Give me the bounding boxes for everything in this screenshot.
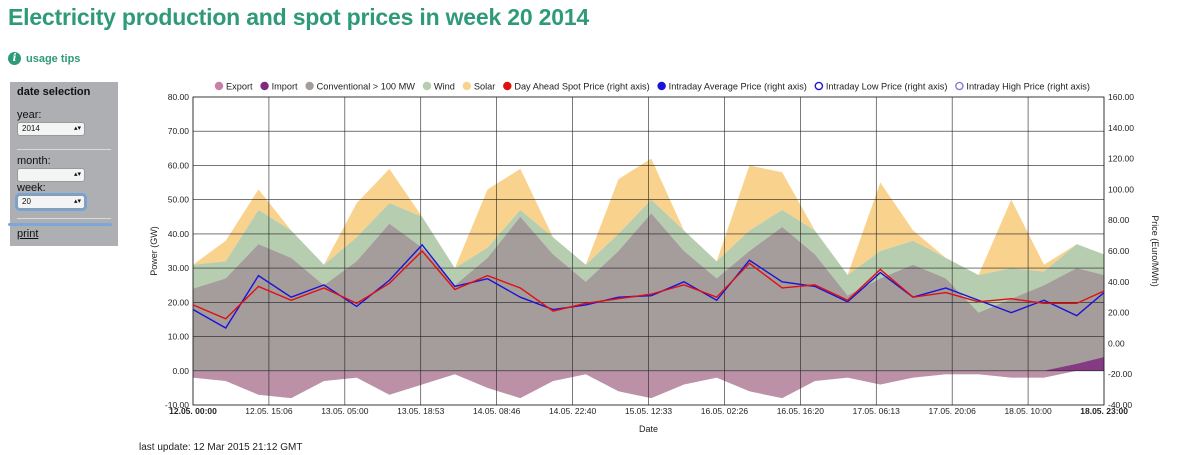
x-axis-title: Date [639,424,658,434]
y-tick-label: 80.00 [168,92,190,102]
legend-marker [422,81,432,91]
month-label: month: [17,155,51,167]
legend-item-0: Export [214,81,253,92]
chart-grid [192,96,1105,406]
year-select-value: 2014 [22,124,40,133]
legend-label: Day Ahead Spot Price (right axis) [514,82,649,92]
y2-tick-label: 60.00 [1108,246,1130,256]
legend-item-7: Intraday Low Price (right axis) [814,81,948,92]
x-tick-label: 18.05. 10:00 [1004,406,1052,416]
date-selection-heading: date selection [17,86,91,98]
day-ahead-line [192,249,1105,320]
legend-item-4: Solar [462,81,495,92]
y2-tick-label: 20.00 [1108,308,1130,318]
select-arrows-icon: ▴▾ [73,125,81,132]
focus-bar [8,223,112,226]
week-label: week: [17,182,46,194]
year-select[interactable]: 2014 ▴▾ [17,122,85,136]
legend-marker [657,81,666,91]
legend-item-5: Day Ahead Spot Price (right axis) [503,82,650,92]
intraday-average-line [192,243,1105,329]
select-arrows-icon: ▴▾ [73,171,81,178]
x-tick-label: 14.05. 08:46 [473,406,521,416]
y-tick-label: 0.00 [172,366,189,376]
legend-marker [260,81,269,91]
y2-tick-label: 40.00 [1108,277,1130,287]
chart-legend: Export Import Conventional > 100 MW Wind Sol… [214,81,1090,92]
week-select[interactable]: 20 ▴▾ [17,195,85,209]
legend-marker [503,81,512,91]
x-tick-label: 13.05. 18:53 [397,406,445,416]
divider [17,218,111,219]
date-selection-panel: date selection year: 2014 ▴▾ month: ▴▾ w… [8,82,118,246]
x-tick-label: 18.05. 23:00 [1080,406,1128,416]
y2-tick-label: -40.00 [1108,400,1132,410]
y-tick-label: 60.00 [168,160,190,170]
legend-marker-ring [955,81,964,91]
legend-label: Intraday Average Price (right axis) [669,82,807,92]
print-link[interactable]: print [17,228,39,240]
x-tick-label: 17.05. 20:06 [929,406,977,416]
y-tick-label: 70.00 [168,126,190,136]
legend-marker [305,81,314,91]
legend-marker-ring [814,81,824,91]
y-tick-label: -10.00 [165,400,189,410]
y-tick-label: 30.00 [168,263,190,273]
y-tick-label: 20.00 [168,297,190,307]
x-tick-label: 15.05. 12:33 [625,406,673,416]
x-tick-label: 17.05. 06:13 [853,406,901,416]
y2-tick-label: 80.00 [1108,215,1130,225]
legend-label: Intraday High Price (right axis) [966,82,1090,92]
y-tick-label: 40.00 [168,229,190,239]
divider [17,149,111,150]
y-tick-label: 10.00 [168,332,190,342]
legend-item-2: Conventional > 100 MW [305,82,415,92]
legend-label: Solar [474,82,495,92]
y2-axis-title: Price (Euro/MWh) [1150,215,1160,287]
legend-item-3: Wind [422,81,455,92]
legend-label: Wind [434,82,455,92]
y-axis-title: Power (GW) [149,226,159,276]
y2-tick-label: 160.00 [1108,92,1134,102]
y2-tick-label: 100.00 [1108,184,1134,194]
legend-marker [462,81,472,91]
price-lines [192,243,1105,329]
year-label: year: [17,109,42,121]
legend-marker [214,81,224,91]
month-select[interactable]: ▴▾ [17,168,85,182]
chart-axes: 80.00 70.00 60.00 50.00 40.00 30.00 20.00 10.00… [149,92,1160,434]
legend-label: Export [226,82,253,92]
y-tick-label: 50.00 [168,195,190,205]
page-title: Electricity production and spot prices i… [8,4,590,30]
select-arrows-icon: ▴▾ [73,198,81,205]
legend-item-8: Intraday High Price (right axis) [955,81,1090,92]
x-tick-label: 16.05. 02:26 [701,406,749,416]
usage-tips-label: usage tips [26,52,81,65]
x-tick-label: 12.05. 15:06 [245,406,293,416]
y2-tick-label: -20.00 [1108,369,1132,379]
x-tick-label: 13.05. 05:00 [321,406,369,416]
x-tick-label: 16.05. 16:20 [777,406,825,416]
x-tick-label: 14.05. 22:40 [549,406,597,416]
legend-label: Import [272,82,298,92]
info-icon: i [8,52,21,65]
legend-label: Conventional > 100 MW [317,82,416,92]
y2-tick-label: 140.00 [1108,123,1134,133]
y2-tick-label: 0.00 [1108,338,1125,348]
last-update: last update: 12 Mar 2015 21:12 GMT [139,442,303,453]
usage-tips-link[interactable]: i usage tips [8,52,80,65]
x-tick-label: 12.05. 00:00 [169,406,217,416]
legend-item-6: Intraday Average Price (right axis) [657,81,807,92]
plot-border [192,96,1105,406]
legend-label: Intraday Low Price (right axis) [826,82,948,92]
legend-item-1: Import [260,82,298,92]
electricity-chart: Export Import Conventional > 100 MW Wind Sol… [149,81,1160,435]
week-select-value: 20 [22,197,31,206]
y2-tick-label: 120.00 [1108,154,1134,164]
